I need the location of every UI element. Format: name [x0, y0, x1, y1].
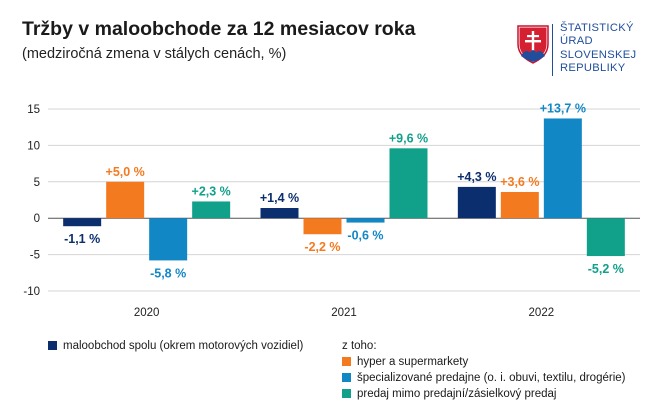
bar-2022-series-3 — [586, 218, 625, 257]
data-label-2021-series-0: +1,4 % — [260, 191, 299, 205]
data-label-2020-series-1: +5,0 % — [106, 165, 145, 179]
chart-subtitle: (medziročná zmena v stálych cenách, %) — [22, 46, 287, 62]
y-tick-label-10: 10 — [27, 140, 40, 152]
data-label-2022-series-2: +13,7 % — [540, 101, 586, 115]
legend-swatch-mimo-predajni — [342, 389, 351, 398]
logo-text: ŠTATISTICKÝ ÚRAD SLOVENSKEJ REPUBLIKY — [560, 22, 636, 76]
data-label-2021-series-2: -0,6 % — [347, 229, 383, 243]
logo-line-3: SLOVENSKEJ — [560, 48, 637, 61]
bar-2021-series-0 — [260, 208, 299, 219]
data-label-2022-series-0: +4,3 % — [457, 170, 496, 184]
slovak-coat-of-arms-icon — [517, 25, 549, 64]
bar-2020-series-1 — [106, 181, 145, 219]
legend-swatch-hyper — [342, 357, 351, 366]
y-tick-label-15: 15 — [27, 104, 40, 116]
legend-label-maloobchod: maloobchod spolu (okrem motorových vozid… — [63, 340, 304, 352]
legend-label-specializovane: špecializované predajne (o. i. obuvi, te… — [357, 372, 626, 384]
data-label-2022-series-3: -5,2 % — [588, 262, 624, 276]
bar-2021-series-3 — [389, 148, 428, 219]
statistical-office-logo: ŠTATISTICKÝ ÚRAD SLOVENSKEJ REPUBLIKY — [516, 22, 646, 82]
bar-2020-series-2 — [149, 218, 188, 261]
legend-swatch-specializovane — [342, 373, 351, 382]
bar-2022-series-1 — [500, 191, 539, 219]
logo-line-2: ÚRAD — [560, 35, 593, 48]
legend-item-mimo-predajni: predaj mimo predajní/zásielkový predaj — [342, 386, 556, 402]
y-tick-label-0: 0 — [34, 213, 40, 225]
logo-line-1: ŠTATISTICKÝ — [560, 22, 634, 34]
data-label-2020-series-2: -5,8 % — [150, 266, 186, 280]
y-tick-label--5: -5 — [30, 250, 40, 262]
data-label-2020-series-3: +2,3 % — [192, 184, 231, 198]
x-category-label-2020: 2020 — [134, 307, 160, 319]
data-label-2021-series-3: +9,6 % — [389, 131, 428, 145]
legend-item-maloobchod: maloobchod spolu (okrem motorových vozid… — [48, 338, 303, 354]
data-label-2022-series-1: +3,6 % — [500, 175, 539, 189]
legend-label-hyper: hyper a supermarkety — [357, 356, 469, 368]
y-tick-label--10: -10 — [23, 286, 40, 298]
bar-2022-series-2 — [543, 118, 582, 219]
logo-divider — [552, 24, 553, 76]
y-tick-label-5: 5 — [34, 177, 40, 189]
legend-swatch-maloobchod — [48, 341, 57, 350]
bar-2020-series-0 — [63, 218, 102, 227]
bar-2022-series-0 — [457, 186, 496, 219]
chart-title: Tržby v maloobchode za 12 mesiacov roka — [22, 18, 416, 40]
bar-2021-series-1 — [303, 218, 342, 235]
bar-2020-series-3 — [192, 201, 231, 219]
logo-line-4: REPUBLIKY — [560, 62, 626, 75]
data-label-2020-series-0: -1,1 % — [64, 232, 100, 246]
x-category-label-2022: 2022 — [529, 307, 555, 319]
x-category-label-2021: 2021 — [331, 307, 357, 319]
legend-subheading: z toho: — [342, 340, 377, 352]
legend-item-hyper: hyper a supermarkety — [342, 354, 468, 370]
legend-item-specializovane: špecializované predajne (o. i. obuvi, te… — [342, 370, 625, 386]
bar-2021-series-2 — [346, 218, 385, 223]
data-label-2021-series-1: -2,2 % — [304, 240, 340, 254]
legend-label-mimo-predajni: predaj mimo predajní/zásielkový predaj — [357, 388, 557, 400]
